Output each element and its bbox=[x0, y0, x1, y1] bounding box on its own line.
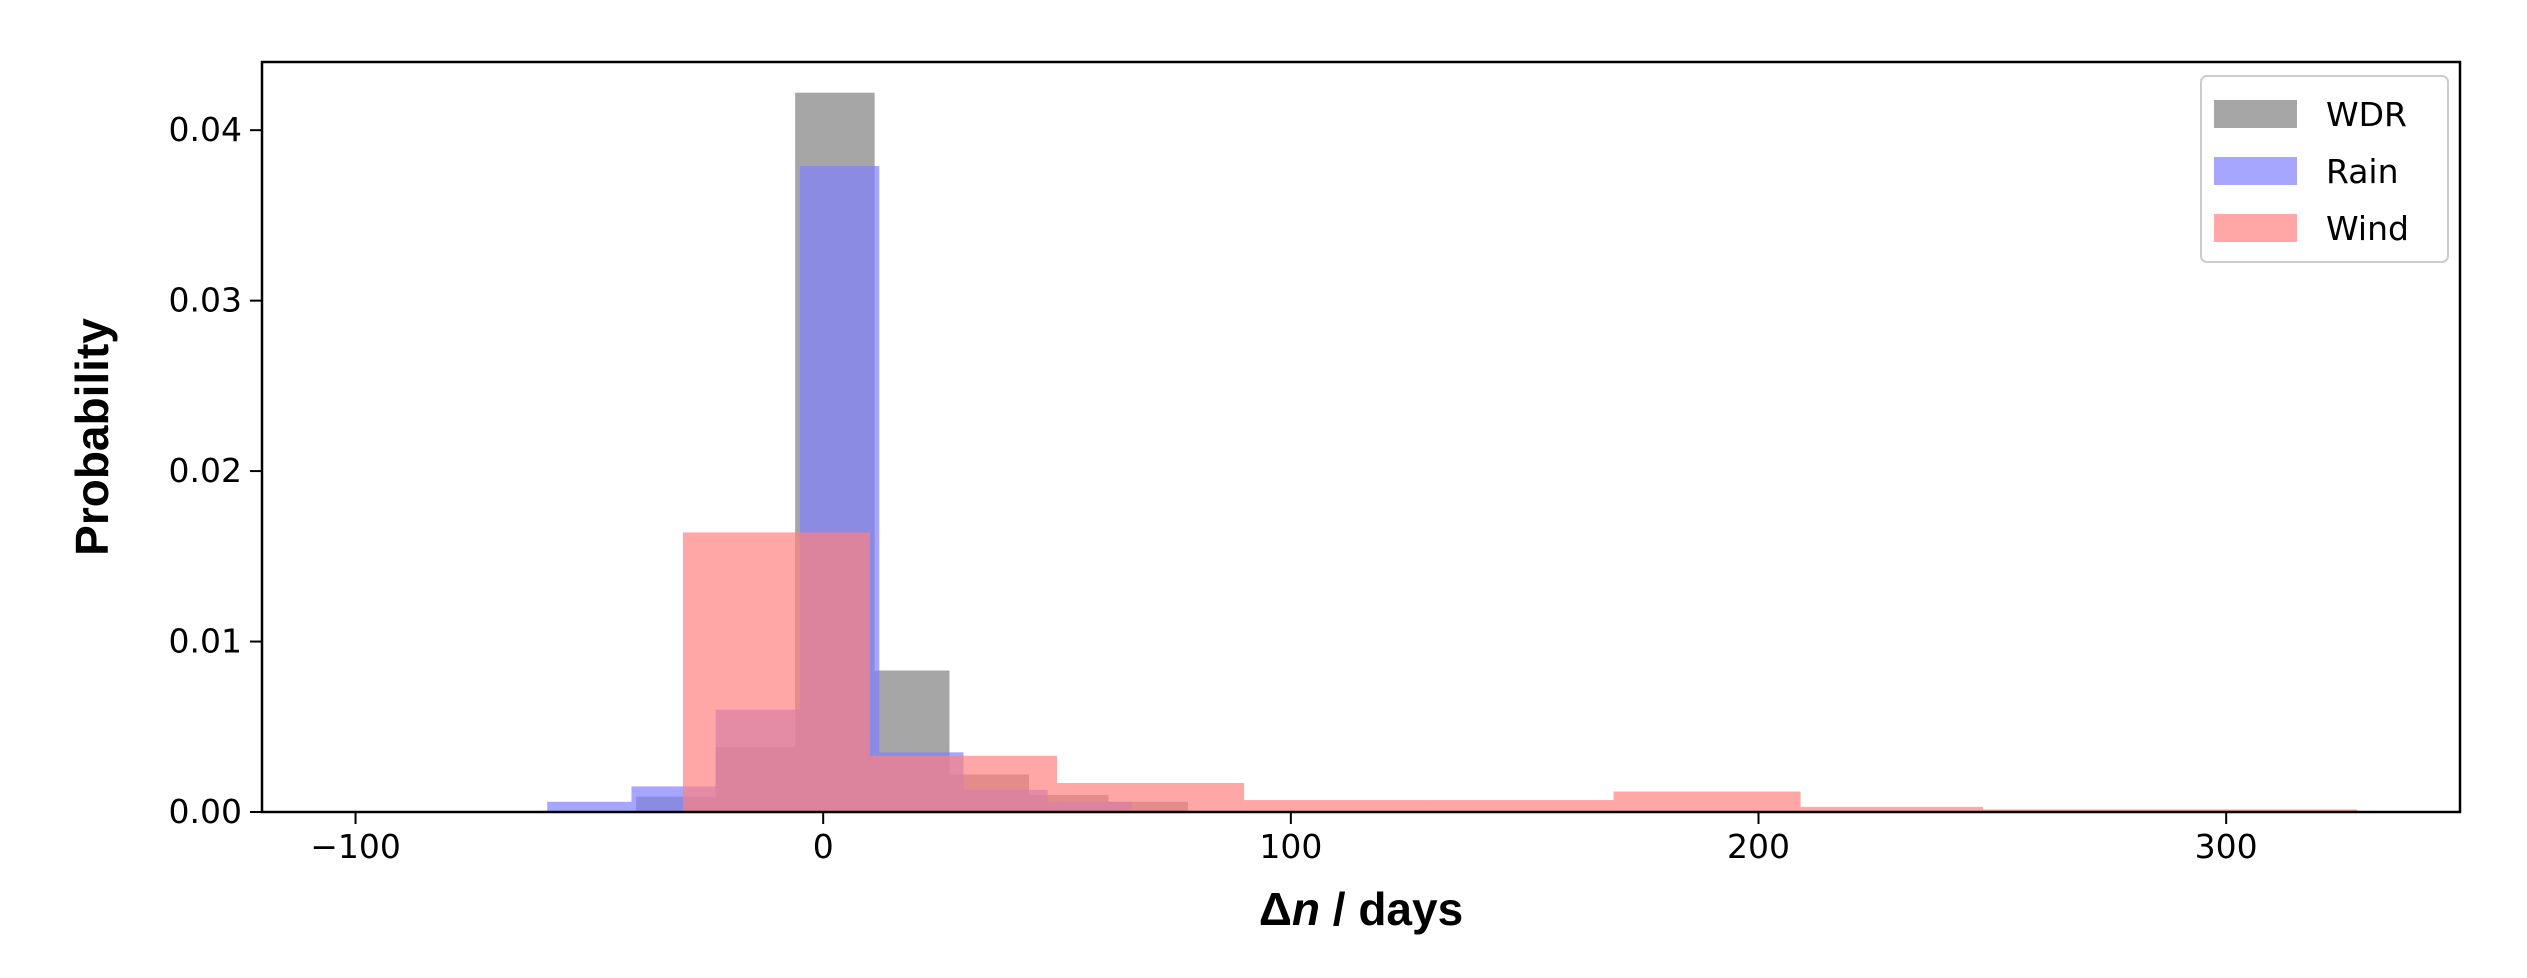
plot-frame bbox=[260, 60, 2462, 814]
legend-label-wind: Wind bbox=[2326, 209, 2409, 248]
x-axis-label-unit: / days bbox=[1320, 883, 1463, 935]
rain-bar-0 bbox=[547, 801, 632, 812]
y-axis-label: Probability bbox=[66, 318, 118, 556]
x-axis-label: Δn / days bbox=[1259, 883, 1463, 935]
legend-label-wdr: WDR bbox=[2326, 95, 2407, 134]
wind-bar-5 bbox=[1613, 791, 1801, 812]
legend-label-rain: Rain bbox=[2326, 152, 2399, 191]
y-tick-label: 0.00 bbox=[169, 792, 242, 831]
wind-bar-2 bbox=[1057, 783, 1245, 812]
wind-bar-1 bbox=[869, 755, 1058, 812]
y-tick-label: 0.03 bbox=[169, 281, 242, 320]
wind-bar-0 bbox=[682, 532, 870, 812]
bars-layer bbox=[547, 92, 2358, 812]
x-tick-label: −100 bbox=[310, 827, 401, 866]
wind-bar-6 bbox=[1800, 806, 1983, 812]
x-tick-label: 100 bbox=[1259, 827, 1322, 866]
legend-swatch-wind bbox=[2214, 214, 2297, 242]
x-tick-label: 0 bbox=[813, 827, 834, 866]
legend: WDR Rain Wind bbox=[2200, 75, 2449, 263]
y-tick-label: 0.04 bbox=[169, 110, 242, 149]
wind-bar-3 bbox=[1244, 800, 1427, 812]
y-tick-label: 0.01 bbox=[169, 622, 242, 661]
ticks-layer: −100 0 100 200 300 0.00 0.01 0.02 0.03 0.04 bbox=[169, 110, 2258, 866]
x-tick-label: 300 bbox=[2195, 827, 2258, 866]
y-tick-label: 0.02 bbox=[169, 451, 242, 490]
legend-swatch-wdr bbox=[2214, 100, 2297, 128]
legend-swatch-rain bbox=[2214, 157, 2297, 185]
wind-bar-8 bbox=[2170, 809, 2358, 812]
wind-bar-7 bbox=[1982, 809, 2171, 812]
wind-bar-4 bbox=[1426, 800, 1614, 812]
x-axis-label-variable: n bbox=[1292, 883, 1320, 935]
x-tick-label: 200 bbox=[1727, 827, 1790, 866]
x-axis-label-symbol: Δ bbox=[1259, 883, 1292, 935]
